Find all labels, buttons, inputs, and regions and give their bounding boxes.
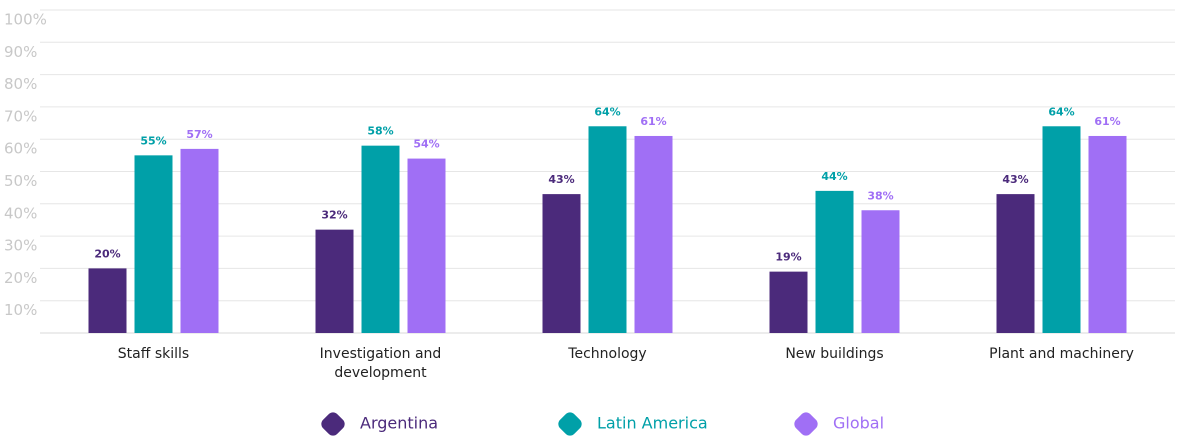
value-label: 44%: [821, 170, 847, 183]
bar: [88, 268, 127, 333]
legend-label: Global: [833, 414, 884, 433]
bar: [588, 126, 627, 333]
value-label: 61%: [1094, 115, 1120, 128]
x-tick-label: New buildings: [785, 346, 884, 362]
bar: [634, 135, 673, 333]
legend-marker: [321, 412, 345, 436]
value-label: 43%: [548, 173, 574, 186]
y-tick-label: 50%: [4, 172, 37, 190]
x-tick-label: Staff skills: [117, 346, 190, 362]
bar: [1088, 135, 1127, 333]
bar: [1042, 126, 1081, 333]
bar: [315, 229, 354, 333]
bar: [134, 155, 173, 333]
bar: [815, 190, 854, 333]
value-label: 57%: [186, 128, 212, 141]
y-tick-label: 40%: [4, 204, 37, 222]
value-label: 19%: [775, 251, 801, 264]
value-label: 58%: [367, 125, 393, 138]
bar: [180, 148, 219, 333]
bar: [407, 158, 446, 333]
value-label: 32%: [321, 209, 347, 222]
value-label: 54%: [413, 138, 439, 151]
y-tick-label: 100%: [4, 11, 47, 29]
y-tick-label: 80%: [4, 75, 37, 93]
y-tick-label: 60%: [4, 140, 37, 158]
value-label: 55%: [140, 134, 166, 147]
legend-marker: [558, 412, 582, 436]
bar: [769, 271, 808, 333]
legend-label: Argentina: [360, 414, 438, 433]
y-tick-label: 90%: [4, 43, 37, 61]
bar: [996, 194, 1035, 333]
y-tick-label: 20%: [4, 269, 37, 287]
value-label: 61%: [640, 115, 666, 128]
value-label: 64%: [594, 105, 620, 118]
x-tick-label: Technology: [568, 346, 647, 362]
value-label: 43%: [1002, 173, 1028, 186]
value-label: 38%: [867, 189, 893, 202]
y-tick-label: 10%: [4, 301, 37, 319]
y-tick-label: 30%: [4, 237, 37, 255]
y-tick-label: 70%: [4, 107, 37, 125]
bar: [861, 210, 900, 333]
legend-marker: [794, 412, 818, 436]
x-tick-label: Investigation and development: [319, 346, 442, 381]
x-tick-label: Plant and machinery: [989, 346, 1134, 362]
legend-label: Latin America: [597, 414, 708, 433]
value-label: 20%: [94, 247, 120, 260]
value-label: 64%: [1048, 105, 1074, 118]
bar: [361, 145, 400, 333]
bar: [542, 194, 581, 333]
